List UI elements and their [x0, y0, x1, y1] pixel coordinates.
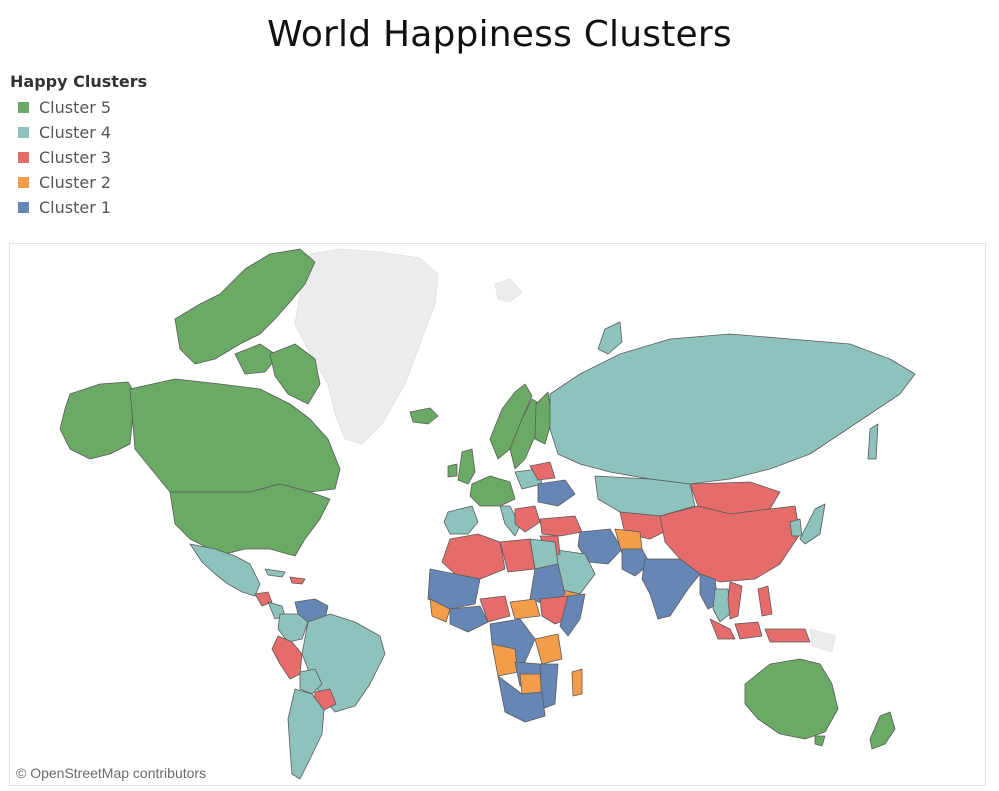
region-southern-africa[interactable]	[497, 675, 546, 723]
region-russia[interactable]	[549, 333, 916, 485]
region-libya[interactable]	[499, 538, 536, 573]
region-belarus[interactable]	[529, 461, 556, 481]
region-central-africa[interactable]	[479, 595, 511, 623]
region-baffin[interactable]	[269, 343, 321, 405]
region-pakistan[interactable]	[621, 548, 651, 577]
chart-title: World Happiness Clusters	[267, 14, 732, 55]
legend-swatch	[18, 177, 29, 188]
legend-swatch	[18, 202, 29, 213]
region-iceland[interactable]	[409, 407, 439, 425]
map-canvas[interactable]	[10, 244, 985, 785]
legend-label: Cluster 2	[39, 173, 112, 192]
region-iberia[interactable]	[443, 505, 479, 535]
region-sahel-west[interactable]	[427, 568, 481, 610]
region-west-africa-coast[interactable]	[429, 598, 451, 623]
region-bolivia[interactable]	[299, 668, 323, 695]
legend-item-cluster-5[interactable]: Cluster 5	[10, 95, 147, 120]
region-thailand[interactable]	[712, 588, 731, 623]
region-japan[interactable]	[799, 503, 826, 545]
region-mexico[interactable]	[189, 543, 261, 597]
region-arctic-islands	[494, 278, 523, 303]
region-canada-islands-2[interactable]	[234, 343, 279, 375]
region-western-europe[interactable]	[469, 475, 516, 507]
legend-label: Cluster 3	[39, 148, 112, 167]
region-tasmania[interactable]	[814, 735, 826, 747]
region-greenland	[294, 248, 439, 445]
region-usa[interactable]	[169, 483, 331, 557]
region-argentina[interactable]	[287, 688, 325, 780]
region-korea[interactable]	[789, 518, 803, 537]
region-australia[interactable]	[744, 658, 839, 740]
region-nigeria[interactable]	[449, 605, 489, 633]
region-balkans[interactable]	[514, 505, 541, 533]
region-south-sudan[interactable]	[509, 598, 541, 620]
region-tanzania[interactable]	[534, 633, 563, 665]
legend-item-cluster-3[interactable]: Cluster 3	[10, 145, 147, 170]
region-madagascar[interactable]	[571, 668, 583, 697]
legend: Happy Clusters Cluster 5 Cluster 4 Clust…	[10, 72, 147, 220]
region-indonesia-3[interactable]	[764, 628, 811, 643]
legend-label: Cluster 1	[39, 198, 112, 217]
legend-item-cluster-2[interactable]: Cluster 2	[10, 170, 147, 195]
region-angola[interactable]	[491, 643, 519, 677]
region-sakhalin[interactable]	[867, 423, 879, 460]
region-caribbean[interactable]	[289, 576, 306, 585]
legend-title: Happy Clusters	[10, 72, 148, 91]
region-canada-arctic[interactable]	[174, 248, 316, 365]
region-italy[interactable]	[499, 505, 521, 537]
region-alaska[interactable]	[59, 381, 136, 460]
region-indonesia-1[interactable]	[709, 618, 736, 640]
region-somalia[interactable]	[559, 593, 586, 637]
region-ukraine[interactable]	[537, 479, 576, 507]
region-new-zealand[interactable]	[869, 711, 896, 750]
region-zimbabwe[interactable]	[519, 673, 543, 695]
region-uk[interactable]	[457, 448, 476, 485]
region-finland[interactable]	[534, 391, 553, 445]
region-north-africa-west[interactable]	[441, 533, 506, 580]
region-turkey[interactable]	[539, 515, 583, 537]
legend-swatch	[18, 152, 29, 163]
map-attribution: © OpenStreetMap contributors	[16, 765, 207, 781]
world-map[interactable]: © OpenStreetMap contributors	[9, 243, 986, 786]
region-colombia[interactable]	[277, 613, 309, 643]
legend-swatch	[18, 102, 29, 113]
legend-item-cluster-1[interactable]: Cluster 1	[10, 195, 147, 220]
legend-swatch	[18, 127, 29, 138]
region-ireland[interactable]	[447, 463, 458, 478]
region-papua	[809, 628, 836, 653]
region-indonesia-2[interactable]	[734, 621, 763, 640]
region-central-america-1[interactable]	[254, 591, 273, 607]
region-india[interactable]	[641, 558, 701, 620]
legend-label: Cluster 5	[39, 98, 112, 117]
region-vietnam[interactable]	[727, 581, 743, 620]
region-iran[interactable]	[577, 528, 623, 565]
region-egypt[interactable]	[529, 538, 559, 570]
legend-item-cluster-4[interactable]: Cluster 4	[10, 120, 147, 145]
legend-label: Cluster 4	[39, 123, 112, 142]
region-peru[interactable]	[271, 635, 303, 680]
region-novaya-zemlya[interactable]	[597, 321, 623, 355]
region-cuba[interactable]	[264, 568, 286, 578]
region-norway[interactable]	[489, 383, 533, 460]
region-philippines[interactable]	[757, 585, 773, 617]
